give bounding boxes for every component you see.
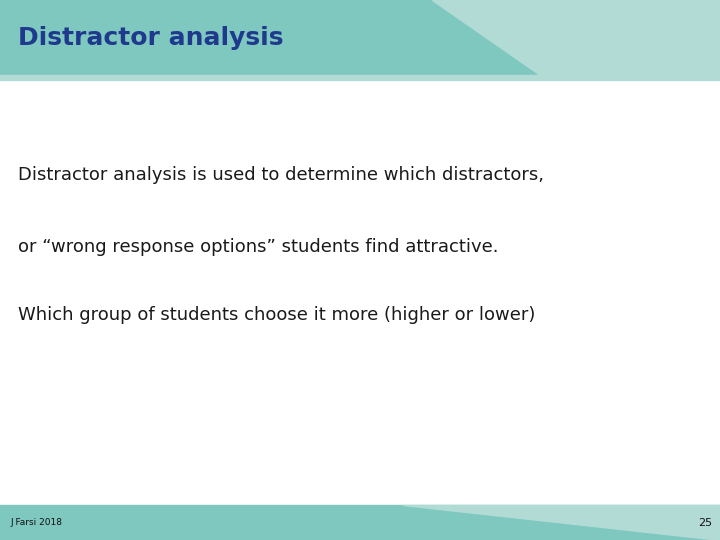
Text: J Farsi 2018: J Farsi 2018 [10,518,62,527]
Bar [0,0,720,75]
Polygon shape [403,505,720,540]
Text: Which group of students choose it more (higher or lower): Which group of students choose it more (… [18,306,536,324]
Bar [0,505,720,540]
Bar [0,75,720,80]
Text: Distractor analysis is used to determine which distractors,: Distractor analysis is used to determine… [18,166,544,184]
Polygon shape [432,0,720,75]
Text: 25: 25 [698,517,712,528]
Text: Distractor analysis: Distractor analysis [18,25,284,50]
Text: or “wrong response options” students find attractive.: or “wrong response options” students fin… [18,238,498,256]
